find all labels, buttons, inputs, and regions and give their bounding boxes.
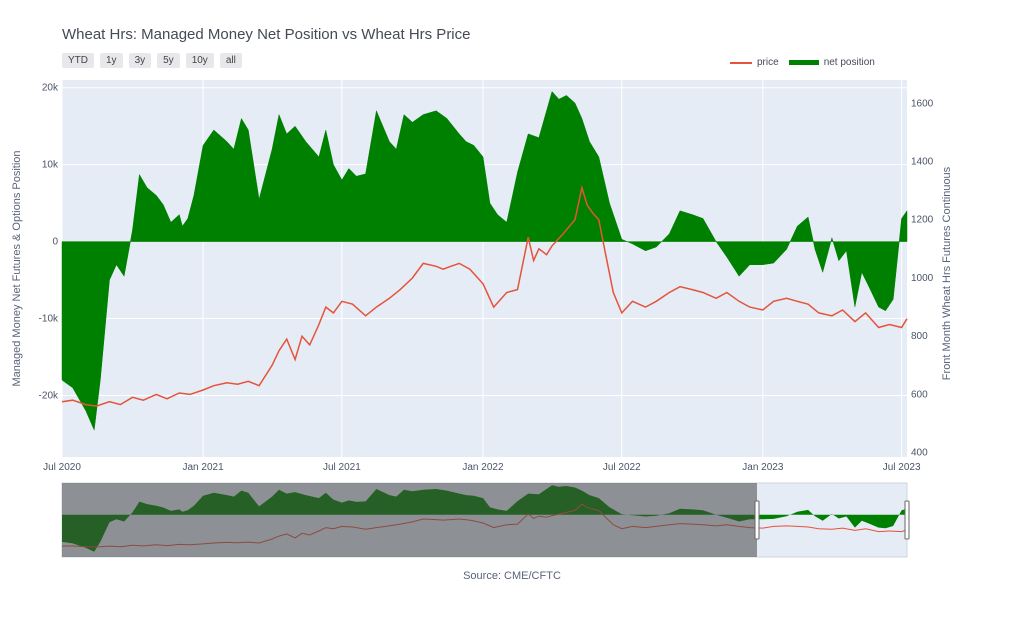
legend-swatch-net-position	[788, 60, 819, 65]
y-right-tick-label: 400	[911, 448, 928, 459]
legend: price net position	[730, 57, 875, 68]
range-button-1y[interactable]: 1y	[100, 53, 123, 68]
range-button-5y[interactable]: 5y	[157, 53, 180, 68]
x-tick-label: Jul 2023	[883, 462, 921, 473]
y-right-tick-label: 1000	[911, 273, 934, 284]
range-slider[interactable]	[61, 482, 910, 558]
y-left-tick-label: 20k	[42, 83, 59, 94]
y-right-tick-label: 1400	[911, 157, 934, 168]
y-left-tick-label: -10k	[39, 314, 59, 325]
range-button-10y[interactable]: 10y	[185, 53, 214, 68]
chart-title: Wheat Hrs: Managed Money Net Position vs…	[62, 26, 471, 43]
x-tick-label: Jan 2021	[183, 462, 225, 473]
y-left-tick-label: -20k	[39, 390, 59, 401]
range-selector: YTD 1y 3y 5y 10y all	[62, 53, 242, 68]
y-left-tick-label: 0	[52, 237, 58, 248]
y-right-axis-title: Front Month Wheat Hrs Futures Continuous	[941, 166, 953, 380]
x-tick-label: Jan 2022	[462, 462, 504, 473]
legend-swatch-price	[730, 61, 752, 64]
legend-item-net-position[interactable]: net position	[788, 57, 875, 68]
net-position-area	[61, 90, 908, 432]
range-button-3y[interactable]: 3y	[128, 53, 152, 68]
plot-background	[62, 80, 907, 457]
y-right-tick-label: 800	[911, 331, 928, 342]
legend-item-price[interactable]: price	[730, 57, 779, 68]
range-button-all[interactable]: all	[219, 53, 242, 68]
y-right-tick-label: 1600	[911, 98, 934, 109]
x-tick-label: Jan 2023	[742, 462, 784, 473]
x-tick-label: Jul 2021	[323, 462, 361, 473]
legend-label-price: price	[757, 57, 779, 68]
y-right-tick-label: 1200	[911, 215, 934, 226]
x-tick-label: Jul 2022	[603, 462, 641, 473]
range-slider-mask	[62, 483, 757, 557]
range-button-ytd[interactable]: YTD	[62, 53, 94, 68]
y-left-tick-label: 10k	[42, 160, 59, 171]
y-left-axis-title: Managed Money Net Futures & Options Posi…	[11, 150, 23, 386]
y-right-tick-label: 600	[911, 389, 928, 400]
x-tick-label: Jul 2020	[43, 462, 81, 473]
range-slider-handle-right[interactable]	[904, 500, 910, 540]
price-line	[61, 184, 908, 407]
source-note: Source: CME/CFTC	[463, 570, 561, 582]
range-slider-handle-left[interactable]	[754, 500, 760, 540]
legend-label-net-position: net position	[823, 57, 875, 68]
